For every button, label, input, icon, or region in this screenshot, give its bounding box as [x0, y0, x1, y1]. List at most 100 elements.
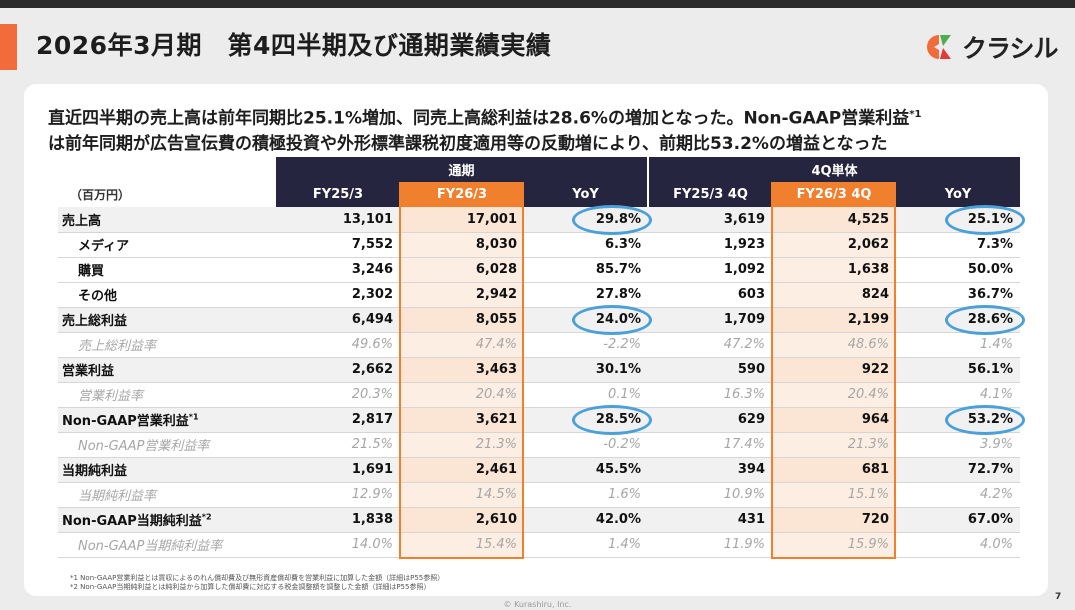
- table-cell: 21.5%: [276, 432, 400, 458]
- table-cell: 49.6%: [276, 332, 400, 358]
- headline-line-1: 直近四半期の売上高は前年同期比25.1%増加、同売上高総利益は28.6%の増加と…: [48, 108, 910, 129]
- table-cell: 1,838: [276, 507, 400, 533]
- row-label-text: Non-GAAP当期純利益率: [78, 539, 223, 554]
- row-label: 当期純利益: [58, 457, 276, 483]
- table-cell: 3,463: [400, 357, 524, 383]
- table-cell: 3,621: [400, 407, 524, 433]
- row-footnote-mark: *2: [201, 512, 212, 522]
- table-cell: 42.0%: [524, 507, 649, 533]
- row-label: 営業利益率: [58, 382, 276, 408]
- table-cell: 2,610: [400, 507, 524, 533]
- table-cell: 25.1%: [896, 207, 1021, 233]
- table-cell: 28.6%: [896, 307, 1021, 333]
- table-cell: 21.3%: [772, 432, 897, 458]
- row-label-text: 当期純利益率: [78, 489, 157, 504]
- row-label: 営業利益: [58, 357, 276, 383]
- table-row: メディア 7,552 8,030 6.3% 1,923 2,062 7.3%: [58, 232, 1021, 258]
- table-cell: 15.9%: [772, 532, 897, 558]
- unit-label: （百万円）: [70, 188, 131, 202]
- row-label-text: 営業利益率: [78, 389, 144, 404]
- row-label-text: その他: [78, 289, 118, 304]
- table-cell: 8,030: [400, 232, 524, 258]
- table-cell: 27.8%: [524, 282, 649, 308]
- page-title: 2026年3月期 第4四半期及び通期業績実績: [36, 31, 552, 60]
- row-label-text: 営業利益: [62, 364, 115, 379]
- table-cell: 67.0%: [896, 507, 1021, 533]
- table-cell: 7,552: [276, 232, 400, 258]
- table-cell: 720: [772, 507, 897, 533]
- column-header: FY25/3: [276, 182, 400, 207]
- table-cell: 28.5%: [524, 407, 649, 433]
- table-cell: 1,638: [772, 257, 897, 283]
- table-cell: 2,942: [400, 282, 524, 308]
- table-row: Non-GAAP当期純利益率 14.0% 15.4% 1.4% 11.9% 15.9% 4.…: [58, 532, 1021, 558]
- table-cell: 3.9%: [896, 432, 1021, 458]
- table-cell: 7.3%: [896, 232, 1021, 258]
- table-cell: 20.4%: [772, 382, 897, 408]
- table-cell: 3,246: [276, 257, 400, 283]
- copyright: © Kurashiru, Inc.: [503, 600, 572, 609]
- table-cell: 16.3%: [648, 382, 773, 408]
- table-cell: 2,199: [772, 307, 897, 333]
- table-cell: 394: [648, 457, 773, 483]
- table-row: その他 2,302 2,942 27.8% 603 824 36.7%: [58, 282, 1021, 308]
- table-cell: 603: [648, 282, 773, 308]
- column-header: YoY: [524, 182, 650, 207]
- row-label: 当期純利益率: [58, 482, 276, 508]
- column-header: YoY: [896, 182, 1021, 207]
- headline-line-2: は前年同期が広告宣伝費の積極投資や外形標準課税初度適用等の反動増により、前期比5…: [48, 133, 888, 154]
- group-header-full-year: 通期: [276, 157, 650, 182]
- column-header: FY26/3: [400, 182, 524, 207]
- table-cell: 6,494: [276, 307, 400, 333]
- table-cell: 1,709: [648, 307, 773, 333]
- footnotes: *1 Non-GAAP営業利益とは買収によるのれん償却費及び無形資産償却費を営業…: [70, 574, 444, 592]
- table-cell: 6,028: [400, 257, 524, 283]
- row-label-text: メディア: [78, 239, 130, 254]
- table-cell: 15.4%: [400, 532, 524, 558]
- table-cell: 24.0%: [524, 307, 649, 333]
- table-row: 営業利益 2,662 3,463 30.1% 590 922 56.1%: [58, 357, 1021, 383]
- table-cell: 4.1%: [896, 382, 1021, 408]
- headline-footnote-mark: *1: [909, 109, 922, 120]
- table-row: 購買 3,246 6,028 85.7% 1,092 1,638 50.0%: [58, 257, 1021, 283]
- table-cell: 4.2%: [896, 482, 1021, 508]
- headline: 直近四半期の売上高は前年同期比25.1%増加、同売上高総利益は28.6%の増加と…: [48, 102, 1038, 157]
- table-cell: 85.7%: [524, 257, 649, 283]
- table-cell: 17,001: [400, 207, 524, 233]
- table-row: Non-GAAP営業利益*1 2,817 3,621 28.5% 629 964 53.2%: [58, 407, 1021, 433]
- table-cell: 0.1%: [524, 382, 649, 408]
- table-cell: 53.2%: [896, 407, 1021, 433]
- column-header-row: （百万円） FY25/3 FY26/3 YoY FY25/3 4Q FY26/3…: [58, 182, 1021, 207]
- table-cell: 1.4%: [896, 332, 1021, 358]
- table-cell: 13,101: [276, 207, 400, 233]
- row-label: メディア: [58, 232, 276, 258]
- table-row: 売上総利益率 49.6% 47.4% -2.2% 47.2% 48.6% 1.4%: [58, 332, 1021, 358]
- row-label: 売上総利益: [58, 307, 276, 333]
- table-cell: 15.1%: [772, 482, 897, 508]
- table-cell: 56.1%: [896, 357, 1021, 383]
- table-cell: 3,619: [648, 207, 773, 233]
- row-label: 購買: [58, 257, 276, 283]
- row-label: 売上高: [58, 207, 276, 233]
- row-label-text: 売上総利益: [62, 314, 128, 329]
- table-cell: 10.9%: [648, 482, 773, 508]
- table-cell: 2,817: [276, 407, 400, 433]
- table-cell: 11.9%: [648, 532, 773, 558]
- table-cell: 72.7%: [896, 457, 1021, 483]
- table-cell: 681: [772, 457, 897, 483]
- page-number: 7: [1055, 592, 1062, 602]
- title-accent-bar: [0, 24, 17, 70]
- row-label-text: 購買: [78, 264, 105, 279]
- brand-name: クラシル: [962, 34, 1059, 63]
- table-cell: 20.4%: [400, 382, 524, 408]
- table-row: 営業利益率 20.3% 20.4% 0.1% 16.3% 20.4% 4.1%: [58, 382, 1021, 408]
- table-cell: 45.5%: [524, 457, 649, 483]
- table-cell: 21.3%: [400, 432, 524, 458]
- row-footnote-mark: *1: [188, 412, 199, 422]
- table-row: 売上総利益 6,494 8,055 24.0% 1,709 2,199 28.6%: [58, 307, 1021, 333]
- table-cell: 6.3%: [524, 232, 649, 258]
- row-label: Non-GAAP当期純利益率: [58, 532, 276, 558]
- row-label-text: 売上総利益率: [78, 339, 157, 354]
- table-row: 当期純利益 1,691 2,461 45.5% 394 681 72.7%: [58, 457, 1021, 483]
- row-label: Non-GAAP営業利益*1: [58, 407, 276, 433]
